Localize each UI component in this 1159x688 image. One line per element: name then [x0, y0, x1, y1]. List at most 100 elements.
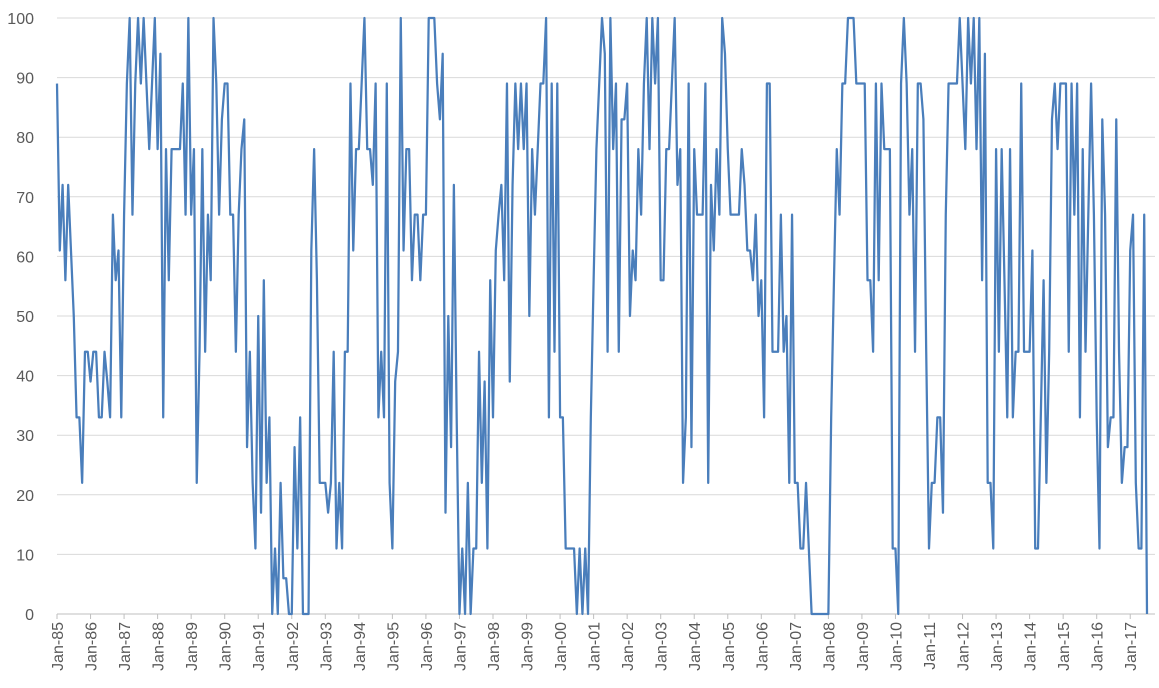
data-point	[744, 184, 746, 186]
y-tick-label: 100	[7, 11, 34, 28]
data-point	[495, 249, 497, 251]
data-point	[880, 83, 882, 85]
data-point	[291, 613, 293, 615]
x-tick-label: Jan-04	[687, 622, 704, 671]
data-point	[330, 482, 332, 484]
data-point	[981, 279, 983, 281]
data-point	[319, 482, 321, 484]
data-point	[637, 148, 639, 150]
data-point	[822, 613, 824, 615]
data-point	[81, 482, 83, 484]
x-tick-label: Jan-16	[1090, 622, 1107, 671]
data-point	[196, 482, 198, 484]
data-point	[567, 547, 569, 549]
y-tick-label: 50	[16, 309, 34, 326]
data-point	[210, 279, 212, 281]
data-point	[363, 17, 365, 19]
data-point	[140, 83, 142, 85]
data-point	[520, 83, 522, 85]
data-point	[945, 214, 947, 216]
data-point	[486, 547, 488, 549]
data-point	[609, 17, 611, 19]
data-point	[665, 148, 667, 150]
data-point	[316, 279, 318, 281]
data-point	[1143, 214, 1145, 216]
data-point	[749, 249, 751, 251]
data-point	[1115, 118, 1117, 120]
data-point	[305, 613, 307, 615]
data-point	[1112, 416, 1114, 418]
data-point	[176, 148, 178, 150]
data-point	[573, 547, 575, 549]
data-point	[987, 482, 989, 484]
data-point	[235, 351, 237, 353]
data-point	[109, 416, 111, 418]
data-point	[143, 17, 145, 19]
data-point	[333, 351, 335, 353]
data-point	[601, 17, 603, 19]
data-point	[1065, 83, 1067, 85]
data-point	[199, 351, 201, 353]
x-tick-label: Jan-99	[520, 622, 537, 671]
x-tick-label: Jan-12	[956, 622, 973, 671]
data-point	[417, 214, 419, 216]
data-point	[802, 547, 804, 549]
data-point	[892, 547, 894, 549]
data-point	[1037, 547, 1039, 549]
data-point	[1020, 83, 1022, 85]
data-point	[618, 351, 620, 353]
y-tick-label: 90	[16, 71, 34, 88]
data-point	[456, 416, 458, 418]
data-point	[537, 148, 539, 150]
data-point	[811, 613, 813, 615]
data-point	[137, 17, 139, 19]
data-point	[799, 547, 801, 549]
data-point	[1045, 482, 1047, 484]
x-tick-label: Jan-93	[318, 622, 335, 671]
data-point	[1135, 482, 1137, 484]
data-point	[419, 279, 421, 281]
data-point	[598, 83, 600, 85]
data-point	[458, 613, 460, 615]
data-point	[710, 184, 712, 186]
data-point	[607, 351, 609, 353]
x-tick-label: Jan-08	[821, 622, 838, 671]
data-point	[464, 613, 466, 615]
data-point	[1138, 547, 1140, 549]
data-point	[173, 148, 175, 150]
data-point	[1059, 83, 1061, 85]
data-point	[626, 83, 628, 85]
data-point	[179, 148, 181, 150]
data-point	[246, 446, 248, 448]
data-point	[411, 279, 413, 281]
data-point	[565, 547, 567, 549]
data-point	[489, 279, 491, 281]
data-point	[67, 184, 69, 186]
data-point	[621, 118, 623, 120]
data-point	[718, 214, 720, 216]
x-tick-label: Jan-92	[285, 622, 302, 671]
data-point	[777, 351, 779, 353]
data-point	[593, 279, 595, 281]
data-point	[763, 416, 765, 418]
x-tick-label: Jan-98	[486, 622, 503, 671]
data-point	[1118, 351, 1120, 353]
data-point	[92, 351, 94, 353]
data-point	[444, 512, 446, 514]
data-point	[959, 17, 961, 19]
data-point	[288, 613, 290, 615]
data-point	[758, 315, 760, 317]
data-point	[193, 148, 195, 150]
data-point	[120, 416, 122, 418]
data-point	[98, 416, 100, 418]
data-point	[1124, 446, 1126, 448]
data-point	[576, 613, 578, 615]
data-point	[992, 547, 994, 549]
data-point	[964, 148, 966, 150]
data-point	[168, 279, 170, 281]
data-point	[534, 214, 536, 216]
y-tick-label: 10	[16, 547, 34, 564]
data-point	[377, 416, 379, 418]
data-point	[101, 416, 103, 418]
